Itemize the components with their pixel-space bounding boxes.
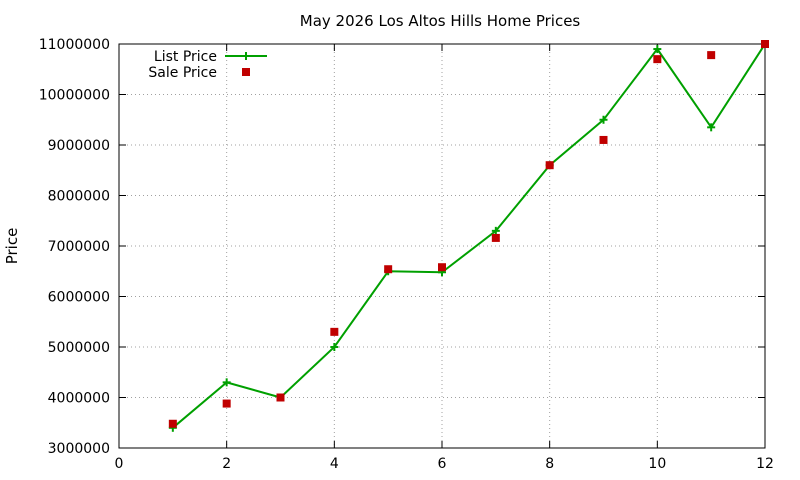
sale-price-point <box>222 399 231 408</box>
list-price-point <box>707 123 716 132</box>
list-price-point <box>330 343 339 351</box>
list-price-point <box>599 115 608 124</box>
sale-price-point <box>761 40 769 48</box>
y-tick-label: 3000000 <box>48 441 110 457</box>
y-tick-label: 9000000 <box>48 138 110 154</box>
sale-price-point <box>653 55 662 64</box>
y-tick-label: 10000000 <box>39 88 110 104</box>
y-tick-label: 5000000 <box>48 340 110 356</box>
y-tick-label: 11000000 <box>39 37 110 53</box>
list-price-line <box>172 43 766 429</box>
x-tick-label: 10 <box>648 456 666 472</box>
chart-title: May 2026 Los Altos Hills Home Prices <box>300 12 581 30</box>
legend-marker-list-price <box>242 52 250 60</box>
gridlines <box>119 44 765 448</box>
sale-price-point <box>545 161 554 170</box>
legend: List Price Sale Price <box>148 49 267 81</box>
y-tick-label: 4000000 <box>48 391 110 407</box>
sale-price-point <box>438 263 446 272</box>
sale-price-point <box>330 327 339 336</box>
list-price-point <box>491 226 500 235</box>
sale-price-point <box>491 233 500 242</box>
y-tick-label: 8000000 <box>48 189 110 205</box>
x-tick-label: 0 <box>115 456 124 472</box>
sale-price-point <box>707 51 716 60</box>
sale-price-point <box>384 265 393 274</box>
y-tick-label: 6000000 <box>48 290 110 306</box>
data-series <box>168 40 769 432</box>
plot-frame <box>118 43 766 449</box>
sale-price-point <box>599 135 608 144</box>
x-tick-label: 2 <box>222 456 231 472</box>
legend-label-sale-price: Sale Price <box>148 65 217 81</box>
x-tick-label: 12 <box>756 456 774 472</box>
legend-swatch-sale-price <box>242 68 250 76</box>
x-tick-label: 8 <box>545 456 554 472</box>
x-tick-label: 6 <box>438 456 447 472</box>
list-price-point <box>653 45 662 54</box>
y-axis-label: Price <box>3 228 21 265</box>
y-tick-label: 7000000 <box>48 239 110 255</box>
list-price-point <box>222 378 231 387</box>
x-tick-label: 4 <box>330 456 339 472</box>
sale-price-point <box>276 393 285 402</box>
legend-label-list-price: List Price <box>154 49 217 65</box>
sale-price-point <box>168 419 177 428</box>
axis-ticks: 3000000 4000000 5000000 6000000 7000000 80000… <box>39 37 774 472</box>
